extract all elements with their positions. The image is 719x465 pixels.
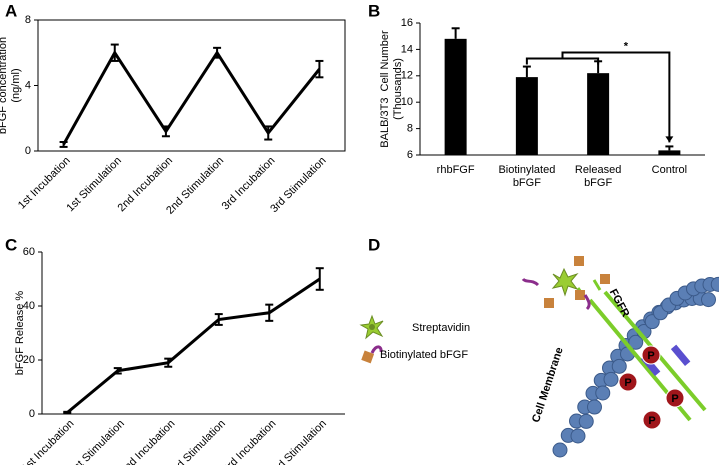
y-tick-label: 8	[25, 14, 31, 26]
arrow-head	[665, 136, 674, 143]
lipid-head	[603, 371, 619, 387]
bar	[444, 38, 467, 156]
line	[66, 277, 321, 414]
significance-bracket	[525, 51, 671, 143]
receptor-label: FGFR	[607, 287, 632, 319]
x-tick-label: bFGF	[584, 177, 612, 189]
bar	[658, 150, 681, 155]
bar	[515, 77, 538, 155]
x-tick-label: 1st Stimulation	[67, 418, 127, 465]
lipid-head	[611, 358, 627, 374]
x-tick-label: 3rd Stimulation	[269, 418, 329, 465]
error-bar	[213, 46, 222, 59]
phosphate-label: P	[671, 393, 678, 405]
y-tick-label: 20	[23, 354, 35, 366]
error-bar	[451, 27, 460, 39]
lipid-head	[570, 428, 586, 444]
x-tick-label: 3rd Incubation	[221, 418, 279, 465]
phosphate-label: P	[624, 377, 631, 389]
lipid-head	[710, 276, 719, 292]
error-bar	[164, 357, 173, 368]
diagram: D Streptavidin Biotinylated bFGF FGFR	[359, 235, 719, 458]
x-tick-label: 3rd Stimulation	[268, 155, 328, 215]
x-tick-label: Control	[652, 164, 687, 176]
streptavidin-icon	[359, 314, 384, 340]
error-bar	[522, 65, 531, 78]
line	[62, 49, 321, 146]
phosphate-label: P	[648, 415, 655, 427]
lipid-head	[587, 399, 602, 415]
bfgf-icon	[361, 345, 383, 364]
y-tick-label: 0	[29, 408, 35, 420]
panel-label: A	[5, 1, 17, 20]
cell-membrane	[552, 276, 719, 458]
y-tick-label: 12	[401, 70, 413, 82]
y-tick-label: 14	[401, 43, 413, 55]
membrane-label: Cell Membrane	[530, 346, 566, 424]
error-bar	[63, 410, 72, 415]
error-bar	[264, 125, 273, 141]
y-axis-label: (Thousands)	[392, 58, 404, 120]
phosphate	[642, 410, 662, 430]
y-tick-label: 60	[23, 246, 35, 258]
lipid-head	[701, 292, 716, 308]
x-tick-label: 3rd Incubation	[220, 155, 278, 213]
legend-label: Biotinylated bFGF	[380, 349, 468, 361]
y-axis-label: BALB/3T3 Cell Number	[379, 30, 391, 148]
error-bar	[113, 367, 122, 375]
x-tick-label: 1st Incubation	[16, 155, 73, 212]
panel-label: B	[368, 1, 380, 20]
error-bar	[265, 303, 274, 322]
y-tick-label: 4	[25, 79, 31, 91]
y-tick-label: 10	[401, 96, 413, 108]
y-tick-label: 16	[401, 17, 413, 29]
x-tick-label: bFGF	[513, 177, 541, 189]
x-tick-label: Released	[575, 164, 621, 176]
bar	[587, 73, 610, 155]
ligands	[521, 256, 610, 311]
error-bar	[110, 43, 119, 62]
phosphate	[665, 388, 685, 408]
panel-label: D	[368, 235, 380, 254]
legend-label: Streptavidin	[412, 322, 470, 334]
y-tick-label: 8	[407, 123, 413, 135]
significance-label: *	[624, 40, 629, 52]
x-tick-label: Biotinylated	[498, 164, 555, 176]
x-tick-label: rhbFGF	[437, 164, 475, 176]
error-bar	[315, 59, 324, 79]
plot-frame	[37, 19, 346, 152]
x-tick-label: 2nd Incubation	[118, 418, 178, 465]
lipid-head	[595, 385, 611, 401]
lipid-head	[628, 334, 644, 350]
error-bar	[59, 140, 68, 148]
y-tick-label: 40	[23, 300, 35, 312]
lipid-head	[552, 442, 568, 458]
y-tick-label: 6	[407, 149, 413, 161]
phosphate	[641, 345, 661, 365]
y-axis-label: bFGF Release %	[14, 291, 26, 376]
error-bar	[665, 145, 674, 151]
phosphates: P P P P	[618, 345, 685, 430]
y-tick-label: 0	[25, 145, 31, 157]
y-axis-label: bFGF concentration	[0, 37, 9, 134]
error-bar	[315, 267, 324, 291]
panel-label: C	[5, 235, 17, 254]
phosphate-label: P	[647, 350, 654, 362]
lipid-head	[578, 413, 594, 429]
phosphate	[618, 372, 638, 392]
error-bar	[161, 125, 170, 138]
x-tick-label: 1st Incubation	[20, 418, 77, 465]
error-bar	[214, 313, 223, 326]
y-axis-label: (ng/ml)	[10, 68, 22, 102]
